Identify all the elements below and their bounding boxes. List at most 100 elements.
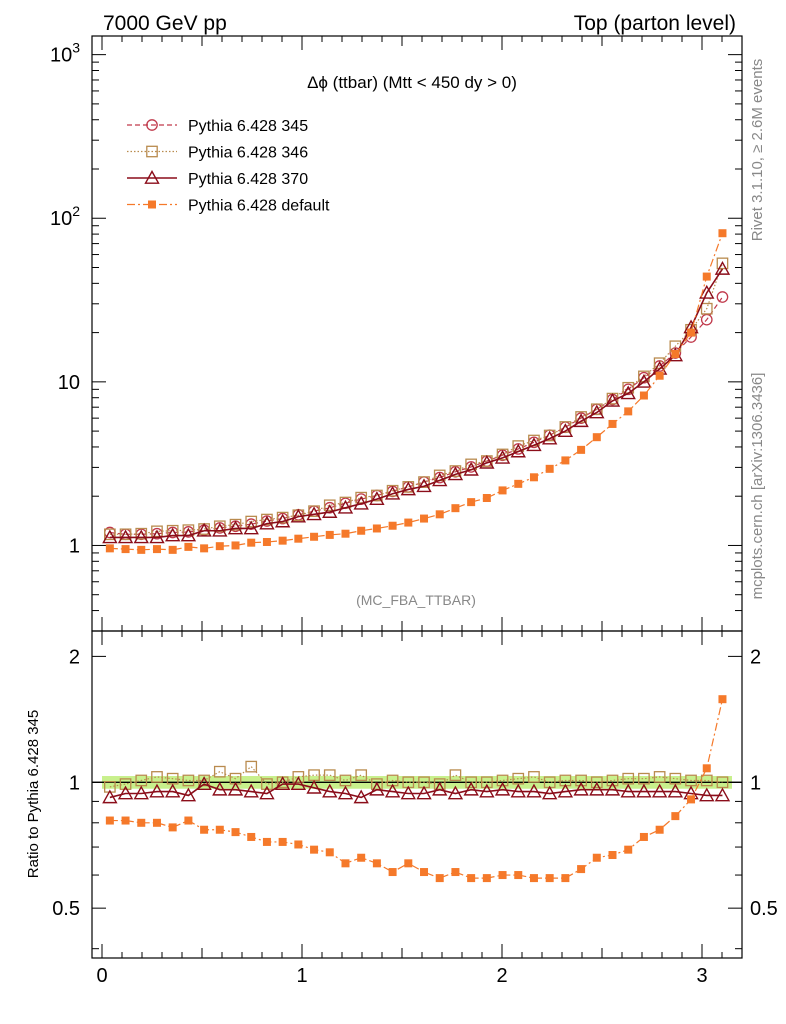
y-tick-label: 1: [69, 535, 80, 557]
data-point: [479, 454, 495, 469]
data-point: [699, 787, 715, 802]
data-point: [651, 783, 668, 798]
main-series-group: [102, 229, 731, 554]
data-point: [557, 783, 574, 798]
data-point: [323, 769, 336, 781]
ratio-panel: 0.5 0.5 1 1 2 2 Ratio to Pythia 6.428 345: [25, 630, 778, 959]
legend-entry: Pythia 6.428 370: [127, 170, 308, 188]
data-point: [400, 481, 416, 496]
data-point: [231, 541, 240, 550]
data-point: [262, 537, 271, 546]
data-point: [117, 785, 134, 800]
data-point: [463, 781, 479, 796]
data-point: [404, 859, 413, 868]
data-point: [589, 404, 605, 419]
data-point: [164, 527, 181, 542]
data-point: [620, 783, 636, 798]
data-point: [420, 514, 429, 523]
data-point: [496, 448, 509, 461]
data-point: [545, 874, 554, 883]
data-point: [388, 868, 397, 877]
legend-entry: Pythia 6.428 default: [127, 198, 330, 215]
data-point: [573, 413, 589, 428]
data-point: [306, 506, 322, 521]
data-point: [259, 785, 275, 800]
data-point: [121, 545, 130, 554]
data-point: [639, 391, 648, 400]
data-point: [243, 783, 259, 798]
data-point: [322, 504, 338, 518]
data-point: [494, 449, 511, 464]
data-point: [384, 485, 401, 500]
data-point: [135, 527, 148, 540]
data-point: [369, 781, 385, 796]
data-point: [498, 871, 507, 880]
data-point: [164, 783, 181, 798]
series-line: [109, 268, 724, 539]
data-point: [561, 874, 570, 883]
data-point: [510, 783, 526, 798]
data-point: [561, 456, 570, 465]
data-point: [357, 526, 366, 535]
data-point: [606, 774, 619, 787]
data-point: [653, 771, 666, 783]
data-point: [496, 774, 509, 787]
data-point: [152, 545, 161, 554]
data-point: [168, 823, 177, 832]
data-point: [400, 785, 416, 800]
data-point: [435, 874, 444, 883]
data-point: [276, 511, 289, 524]
data-point: [231, 828, 240, 837]
data-point: [337, 499, 354, 514]
data-point: [243, 520, 259, 535]
data-point: [608, 419, 617, 428]
data-point: [449, 465, 462, 477]
legend-label: Pythia 6.428 346: [188, 145, 308, 162]
data-point: [700, 302, 713, 315]
x-tick-labels: 0 1 2 3: [96, 965, 707, 987]
legend-label: Pythia 6.428 370: [188, 171, 308, 188]
data-point: [259, 515, 275, 530]
y-tick-label: 2: [69, 646, 80, 668]
data-point: [451, 868, 460, 877]
data-point: [636, 373, 652, 388]
analysis-id: (MC_FBA_TTBAR): [356, 592, 476, 608]
data-point: [325, 848, 334, 857]
data-point: [575, 774, 587, 787]
data-point: [215, 825, 224, 834]
data-point: [541, 430, 558, 445]
x-tick-label: 3: [696, 965, 707, 987]
data-point: [215, 542, 224, 551]
legend-marker: [144, 170, 160, 184]
data-point: [541, 785, 558, 800]
data-point: [372, 524, 381, 533]
rivet-version-label: Rivet 3.1.10, ≥ 2.6M events: [749, 59, 766, 242]
y-tick-label-right: 1: [750, 772, 761, 794]
data-point: [467, 498, 476, 507]
data-point: [152, 818, 161, 827]
data-point: [121, 816, 130, 825]
data-point: [447, 466, 464, 481]
data-point: [180, 527, 197, 542]
data-point: [212, 781, 228, 796]
data-point: [294, 534, 303, 543]
data-point: [388, 521, 397, 530]
data-point: [310, 845, 319, 854]
data-point: [278, 837, 287, 846]
data-point: [416, 478, 432, 493]
ratio-axis-label: Ratio to Pythia 6.428 345: [25, 710, 42, 878]
data-point: [247, 832, 256, 841]
legend-label: Pythia 6.428 345: [188, 118, 308, 135]
data-point: [573, 781, 589, 796]
data-point: [308, 505, 320, 518]
data-point: [133, 785, 149, 800]
data-point: [636, 783, 652, 798]
data-point: [718, 229, 727, 238]
data-point: [137, 545, 146, 554]
x-tick-label: 2: [496, 965, 507, 987]
ratio-frame: [91, 630, 743, 959]
y-tick-label: 10: [58, 372, 80, 394]
data-point: [604, 392, 621, 407]
data-point: [714, 260, 731, 275]
data-point: [480, 776, 493, 789]
